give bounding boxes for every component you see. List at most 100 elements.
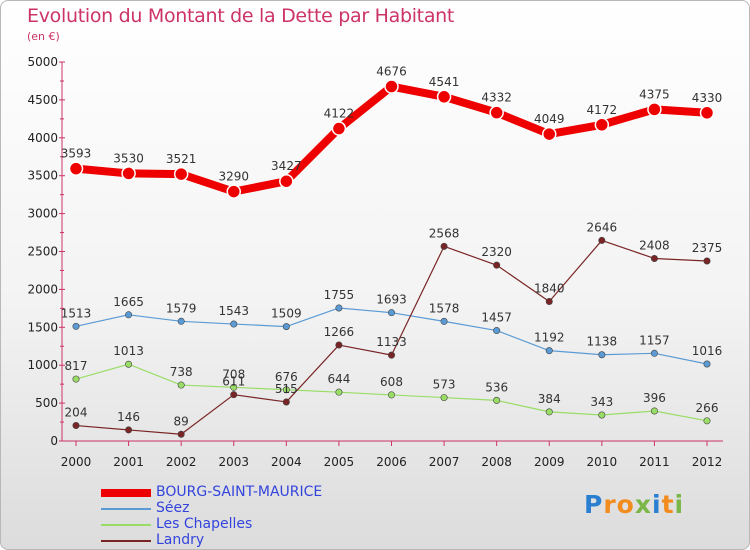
data-point [650,349,658,357]
data-point [177,317,185,325]
data-label: 4122 [324,107,355,121]
data-point [68,161,84,176]
y-tick-label: 0 [50,434,58,448]
brand-logo: Proxiti [584,490,684,519]
legend-label: Séez [156,500,190,516]
series-les-chapelles [72,360,711,425]
legend-swatch [101,508,151,510]
data-label: 1509 [271,307,302,321]
x-tick-label: 2006 [376,455,407,469]
legend-label: BOURG-SAINT-MAURICE [156,484,323,500]
series-bourg-saint-maurice [68,79,715,199]
legend-item: Landry [101,532,401,549]
data-label: 266 [696,401,719,415]
y-tick-label: 1500 [27,320,58,334]
data-label: 4375 [639,87,670,101]
data-label: 4676 [376,65,407,79]
data-label: 611 [222,375,245,389]
data-point [493,396,501,404]
legend-item: Les Chapelles [101,516,401,533]
data-point [703,417,711,425]
data-label: 1513 [61,306,92,320]
data-label: 4172 [587,103,618,117]
data-label: 2408 [639,238,670,252]
y-tick-label: 4000 [27,131,58,145]
data-point [121,166,136,181]
brand-letter: o [616,490,635,519]
y-tick-label: 3500 [27,169,58,183]
data-label: 4541 [429,75,460,89]
data-point [282,398,290,406]
data-point [282,323,290,331]
data-point [72,375,80,383]
y-tick-label: 1000 [27,358,58,372]
data-label: 515 [275,382,298,396]
data-label: 1543 [218,304,249,318]
data-label: 4049 [534,112,565,126]
data-label: 1579 [166,301,197,315]
data-label: 2646 [587,220,618,234]
data-label: 1013 [113,344,144,358]
legend-swatch [101,524,151,526]
data-label: 817 [65,359,88,373]
data-labels: 817 1013 738 708 676 644 608 573 536 384 343 396 266… [61,65,723,429]
data-label: 1840 [534,282,565,296]
data-point [331,121,347,136]
data-point [542,126,557,142]
chart-subtitle: (en €) [27,30,60,43]
brand-letter: r [603,490,617,519]
data-point [440,394,448,402]
data-point [545,347,553,355]
data-point [230,391,238,399]
data-label: 1457 [481,311,512,325]
data-label: 738 [170,365,193,379]
y-tick-label: 500 [35,396,58,410]
data-label: 536 [485,380,508,394]
data-point [650,254,658,262]
data-point [545,408,553,416]
data-point [125,426,133,434]
data-point [703,360,711,368]
y-tick-label: 4500 [27,93,58,107]
legend-swatch [101,489,151,497]
data-point [72,322,80,330]
x-tick-label: 2002 [166,455,197,469]
x-tick-label: 2000 [61,455,92,469]
data-label: 146 [117,410,140,424]
data-label: 396 [643,391,666,405]
data-label: 204 [65,406,88,420]
data-point [335,341,343,349]
data-label: 573 [433,378,456,392]
data-label: 708 [222,367,245,381]
brand-letter: x [634,490,652,519]
data-point [72,422,80,430]
data-label: 89 [174,414,189,428]
data-label: 1693 [376,293,407,307]
data-point [230,320,238,328]
data-point [226,184,241,199]
data-point [594,117,610,133]
series-layer [68,79,715,438]
data-label: 384 [538,392,561,406]
data-label: 608 [380,375,403,389]
chart-title: Evolution du Montant de la Dette par Hab… [27,5,455,27]
data-point [647,102,662,117]
data-label: 1578 [429,301,460,315]
data-point [387,309,395,317]
legend-label: Les Chapelles [156,516,253,532]
data-point [650,407,658,415]
legend-item: BOURG-SAINT-MAURICE [101,484,401,501]
x-tick-label: 2008 [481,455,512,469]
data-point [335,304,343,312]
data-label: 343 [590,395,613,409]
data-label: 2320 [481,245,512,259]
data-label: 3593 [61,147,92,161]
data-point [230,383,238,391]
y-tick-label: 3000 [27,207,58,221]
y-tick-label: 2500 [27,245,58,259]
data-label: 1755 [324,288,355,302]
data-point [493,327,501,335]
data-label: 1133 [376,335,407,349]
data-point [279,173,294,189]
